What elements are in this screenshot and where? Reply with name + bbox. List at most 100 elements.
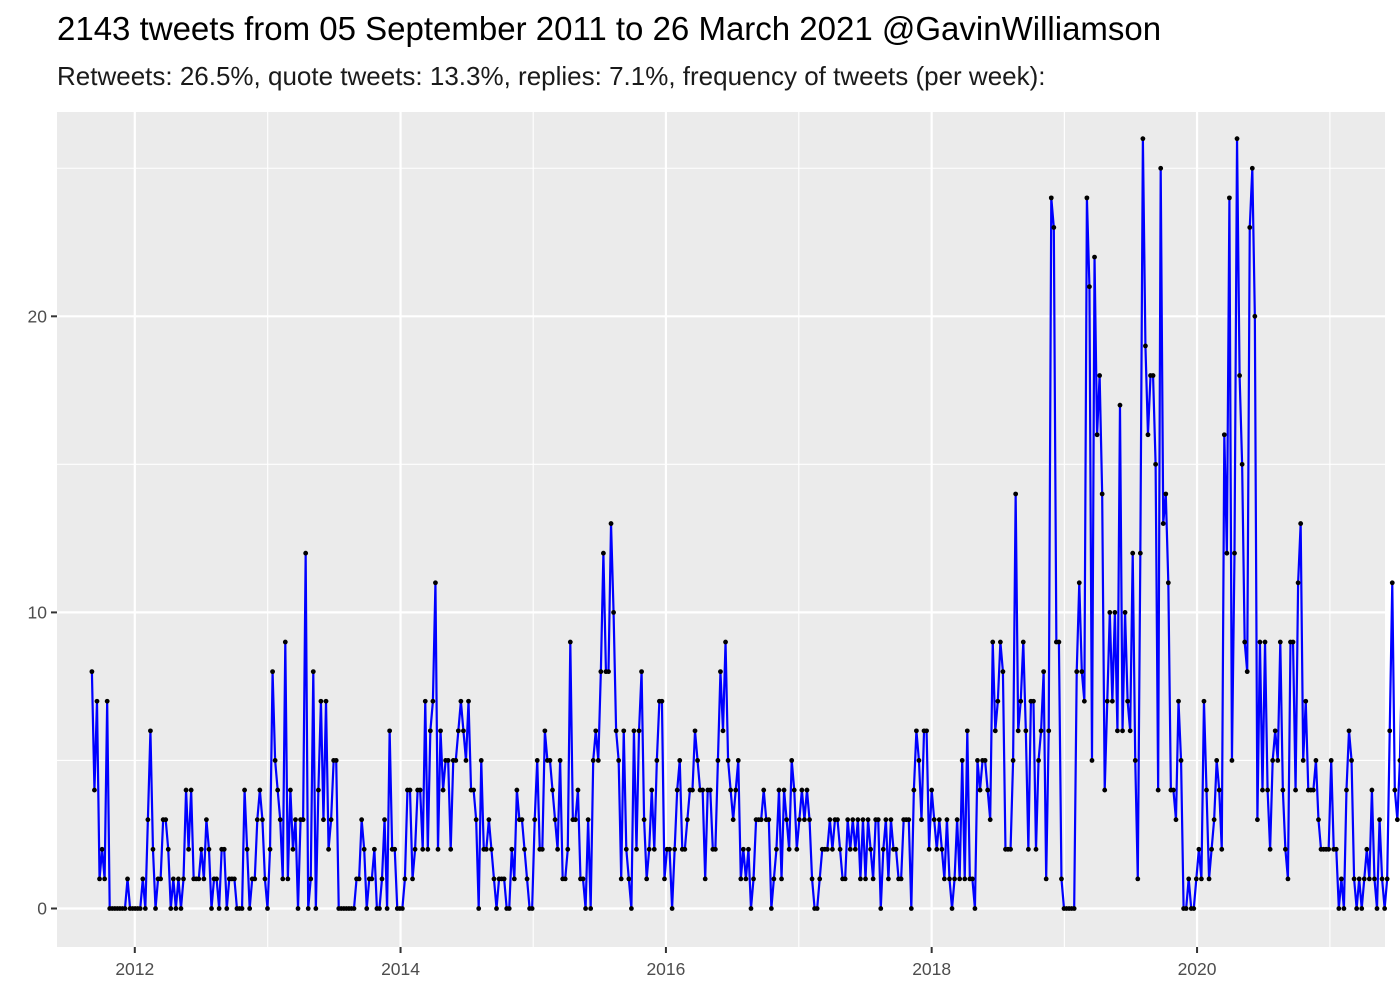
data-point [1127,728,1133,734]
data-point [1145,432,1151,438]
data-point [1313,758,1319,763]
data-point [181,876,186,882]
data-point [514,787,520,793]
data-point [807,817,812,823]
data-point [611,610,616,615]
x-tick-label: 2020 [1178,959,1217,979]
data-point [1374,906,1380,911]
data-point [672,846,678,852]
data-point [758,817,764,823]
data-point [733,787,739,793]
data-point [285,876,291,882]
data-point [1135,876,1141,882]
data-point [700,787,706,793]
data-point [712,846,718,852]
data-point [761,787,767,793]
data-point [575,787,581,793]
data-point [1361,876,1367,882]
data-point [92,787,97,793]
data-point [1262,639,1268,645]
data-point [224,906,230,911]
data-point [929,787,935,793]
data-point [1397,758,1400,763]
data-point [410,876,415,882]
data-point [613,728,619,734]
data-point [1165,580,1171,586]
data-point [601,550,606,556]
data-point [580,876,586,882]
data-point [947,876,952,882]
data-point [852,846,858,852]
data-point [351,906,357,911]
data-point [287,787,293,793]
data-point [511,876,517,882]
data-point [644,876,650,882]
data-point [1369,787,1375,793]
data-point [158,876,164,882]
data-point [751,876,756,882]
data-point [1112,610,1118,615]
data-point [735,758,741,763]
data-point [1015,728,1021,734]
data-point [1171,787,1176,793]
data-point [463,758,469,763]
data-point [333,758,339,763]
data-point [1089,758,1095,763]
data-point [1084,195,1090,201]
data-point [176,876,181,882]
data-point [412,846,418,852]
data-point [150,846,156,852]
data-point [567,639,573,645]
data-point [618,876,624,882]
data-point [1277,639,1283,645]
data-point [1183,906,1189,911]
data-point [232,876,237,882]
data-point [628,906,634,911]
data-point [1392,787,1398,793]
data-point [478,758,484,763]
data-point [684,817,690,823]
data-point [293,817,298,823]
data-point [959,758,965,763]
data-point [359,817,365,823]
data-point [779,876,784,882]
data-point [776,787,782,793]
data-point [631,728,637,734]
data-point [318,698,324,704]
data-point [430,698,436,704]
data-point [522,846,527,852]
data-point [214,876,219,882]
data-point [300,817,306,823]
chart-title: 2143 tweets from 05 September 2011 to 26… [57,10,1162,47]
data-point [402,876,408,882]
data-point [1107,610,1113,615]
data-point [1173,817,1179,823]
series-points-group [89,136,1400,911]
data-point [356,876,362,882]
data-point [1384,876,1390,882]
data-point [562,876,568,882]
data-point [651,846,657,852]
x-tick-label: 2014 [381,959,420,979]
axis-ticks [51,315,1199,953]
data-point [641,817,647,823]
data-point [204,817,209,823]
data-point [433,580,438,586]
data-point [1310,787,1316,793]
data-point [1137,550,1143,556]
data-point [677,758,683,763]
data-point [796,817,802,823]
data-point [1290,639,1296,645]
data-point [379,876,385,882]
data-point [1214,758,1220,763]
data-point [906,817,912,823]
data-point [1140,136,1146,142]
data-point [142,906,148,911]
data-point [1130,550,1136,556]
data-point [305,906,311,911]
data-point [1224,550,1230,556]
data-point [364,906,370,911]
data-point [623,846,629,852]
data-point [1193,876,1199,882]
data-point [519,817,525,823]
